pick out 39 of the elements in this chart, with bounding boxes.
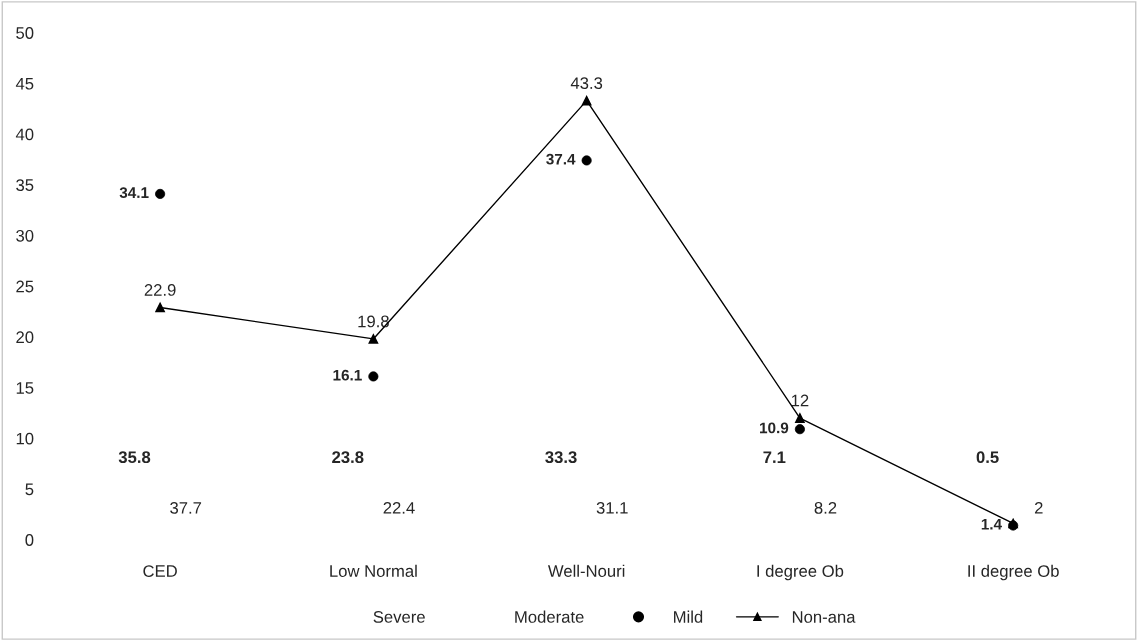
data-label: 37.4 bbox=[546, 153, 576, 165]
y-tick-label: 10 bbox=[16, 432, 34, 445]
x-tick-label: I degree Ob bbox=[757, 564, 844, 581]
data-label: 19.8 bbox=[358, 315, 389, 328]
y-tick-label: 5 bbox=[25, 483, 34, 496]
y-tick-label: 25 bbox=[16, 280, 34, 293]
x-tick-label: CED bbox=[143, 565, 177, 577]
data-label: 22.9 bbox=[144, 284, 176, 296]
data-label: 43.3 bbox=[570, 77, 603, 90]
annotation: 22.4 bbox=[383, 501, 415, 514]
annotation: 33.3 bbox=[545, 451, 577, 464]
data-label: 16.1 bbox=[333, 369, 362, 381]
annotation: 35.8 bbox=[118, 451, 151, 464]
annotation: 8.2 bbox=[814, 501, 837, 514]
y-tick-label: 45 bbox=[15, 77, 34, 90]
legend-label: Moderate bbox=[515, 610, 584, 623]
annotation: 37.7 bbox=[170, 501, 202, 514]
legend-label: Non-ana bbox=[792, 611, 856, 623]
x-tick-label: II degree Ob bbox=[968, 564, 1059, 581]
y-tick-label: 50 bbox=[16, 27, 34, 39]
legend-label: Mild bbox=[674, 610, 703, 623]
y-tick-label: 35 bbox=[16, 179, 34, 191]
x-tick-label: Low Normal bbox=[330, 564, 417, 577]
annotation: 31.1 bbox=[596, 501, 628, 514]
legend-label: Severe bbox=[373, 611, 425, 623]
data-label: 12 bbox=[791, 394, 809, 407]
data-label: 10.9 bbox=[760, 422, 789, 434]
y-tick-label: 40 bbox=[15, 128, 34, 141]
annotation: 23.8 bbox=[332, 451, 364, 464]
annotation: 7.1 bbox=[763, 451, 786, 463]
data-label: 1.4 bbox=[981, 518, 1002, 530]
data-label: 34.1 bbox=[119, 187, 149, 199]
y-tick-label: 30 bbox=[16, 229, 34, 242]
y-tick-label: 20 bbox=[16, 331, 34, 344]
annotation: 0.5 bbox=[976, 451, 999, 464]
y-tick-label: 0 bbox=[25, 534, 34, 546]
x-tick-label: Well-Nouri bbox=[547, 564, 625, 577]
y-tick-label: 15 bbox=[16, 382, 34, 394]
annotation: 2 bbox=[1034, 501, 1043, 514]
